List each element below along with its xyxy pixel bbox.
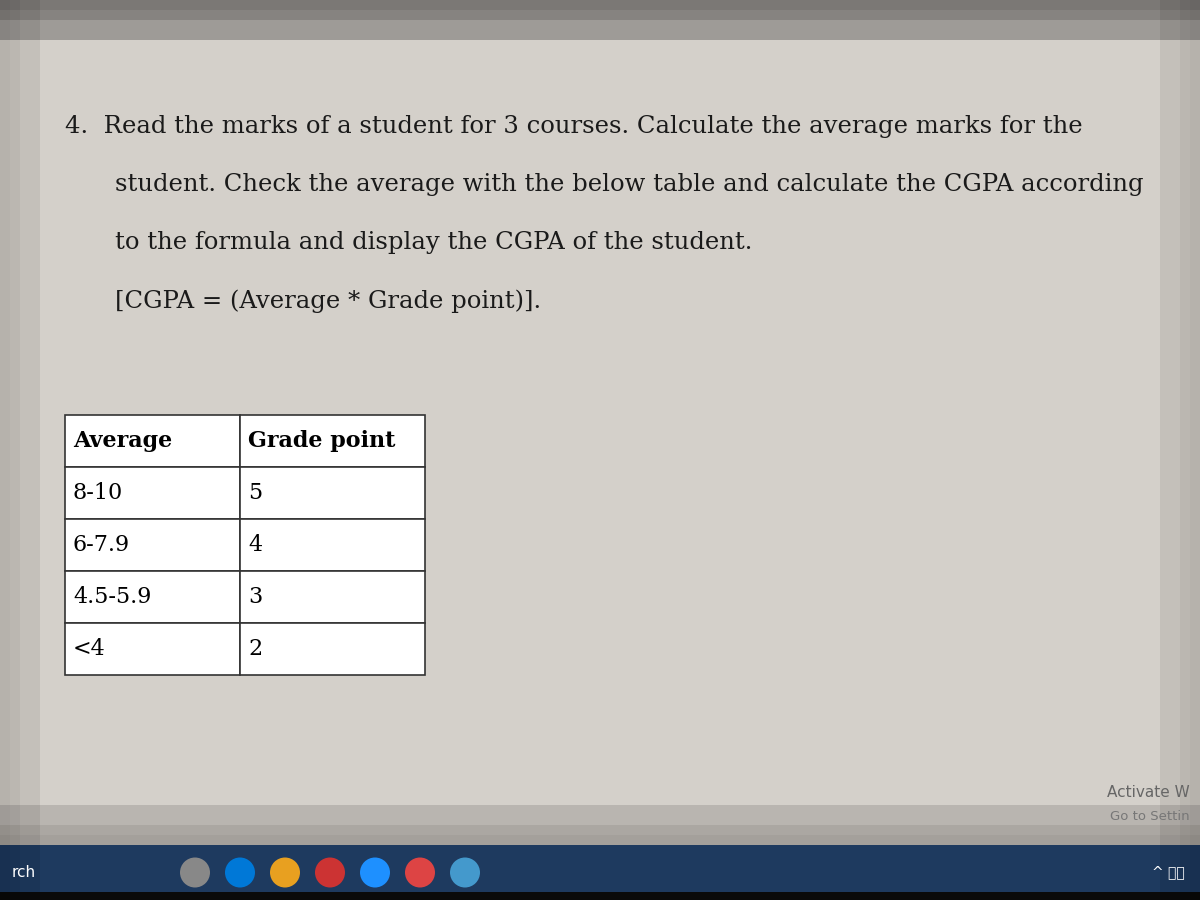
Bar <box>65 623 240 675</box>
Bar <box>240 467 425 519</box>
Circle shape <box>180 858 210 887</box>
Circle shape <box>270 858 300 887</box>
Bar <box>240 415 425 467</box>
Text: ^ Ⓖⓓ: ^ Ⓖⓓ <box>1152 866 1186 879</box>
Bar <box>65 571 240 623</box>
Bar <box>0 0 10 900</box>
Bar <box>1190 0 1200 900</box>
Circle shape <box>450 858 480 887</box>
Text: Go to Settin: Go to Settin <box>1110 810 1190 823</box>
Circle shape <box>314 858 346 887</box>
Bar <box>240 519 425 571</box>
Text: 4: 4 <box>248 534 262 556</box>
Text: Average: Average <box>73 430 173 452</box>
Bar <box>0 892 1200 900</box>
Bar <box>65 519 240 571</box>
Bar <box>1180 0 1200 900</box>
Bar <box>240 623 425 675</box>
Bar <box>0 0 20 900</box>
Text: Activate W: Activate W <box>1108 785 1190 800</box>
Text: 6-7.9: 6-7.9 <box>73 534 130 556</box>
Bar <box>0 0 1200 40</box>
Text: Grade point: Grade point <box>248 430 395 452</box>
Circle shape <box>226 858 256 887</box>
Bar <box>0 0 1200 10</box>
Text: <4: <4 <box>73 638 106 660</box>
Text: 4.  Read the marks of a student for 3 courses. Calculate the average marks for t: 4. Read the marks of a student for 3 cou… <box>65 115 1082 138</box>
Text: [CGPA = (Average * Grade point)].: [CGPA = (Average * Grade point)]. <box>115 289 541 312</box>
Text: 4.5-5.9: 4.5-5.9 <box>73 586 151 608</box>
Bar <box>0 0 40 900</box>
Bar <box>0 825 1200 845</box>
Circle shape <box>406 858 436 887</box>
Text: to the formula and display the CGPA of the student.: to the formula and display the CGPA of t… <box>115 231 752 254</box>
Bar <box>240 571 425 623</box>
Text: 5: 5 <box>248 482 262 504</box>
Text: student. Check the average with the below table and calculate the CGPA according: student. Check the average with the belo… <box>115 173 1144 196</box>
Text: 8-10: 8-10 <box>73 482 124 504</box>
Bar <box>65 415 240 467</box>
Bar <box>0 835 1200 845</box>
Bar <box>0 0 1200 20</box>
Bar <box>1160 0 1200 900</box>
Text: 3: 3 <box>248 586 263 608</box>
Text: rch: rch <box>12 865 36 880</box>
Circle shape <box>360 858 390 887</box>
Bar <box>65 467 240 519</box>
Bar <box>0 805 1200 845</box>
Bar <box>0 845 1200 900</box>
Text: 2: 2 <box>248 638 262 660</box>
